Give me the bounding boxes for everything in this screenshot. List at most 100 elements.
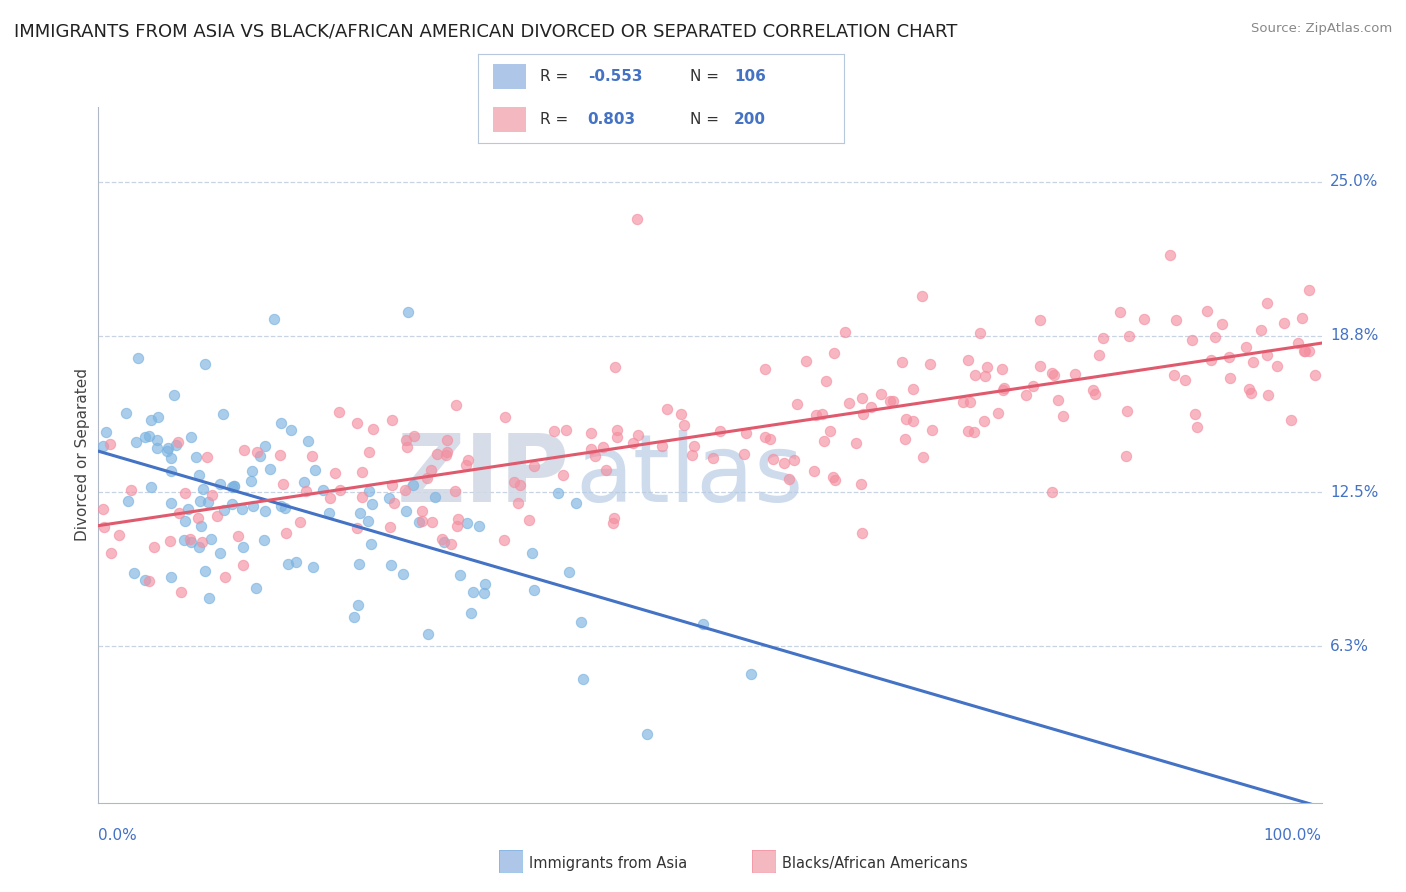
Point: [1029, 359, 1052, 374]
Point: [702, 451, 724, 466]
Point: [233, 442, 256, 457]
Point: [1292, 343, 1315, 358]
Point: [1174, 373, 1197, 387]
Point: [253, 533, 276, 548]
Point: [456, 458, 478, 473]
Point: [134, 574, 156, 588]
Point: [579, 425, 602, 440]
Point: [430, 532, 453, 546]
Point: [205, 508, 228, 523]
Text: 0.0%: 0.0%: [98, 828, 138, 843]
Point: [1281, 412, 1303, 426]
Point: [295, 483, 318, 498]
Point: [318, 506, 340, 520]
Point: [673, 418, 696, 433]
Point: [852, 407, 875, 421]
Point: [139, 413, 162, 427]
Point: [583, 449, 606, 463]
Point: [494, 410, 516, 425]
Point: [952, 395, 974, 409]
Point: [959, 395, 981, 409]
Point: [122, 566, 145, 581]
Point: [1257, 388, 1279, 402]
Point: [956, 425, 979, 439]
Point: [572, 672, 595, 686]
Point: [232, 558, 254, 572]
Point: [277, 557, 299, 571]
Point: [1109, 305, 1132, 319]
Point: [565, 496, 588, 510]
Point: [818, 424, 841, 438]
Point: [380, 520, 402, 534]
Point: [173, 514, 195, 528]
Point: [602, 510, 624, 524]
Point: [274, 526, 297, 541]
Point: [778, 472, 800, 486]
Point: [974, 368, 997, 383]
Point: [292, 475, 315, 489]
Point: [274, 501, 297, 516]
Point: [1240, 386, 1263, 401]
Point: [91, 439, 114, 453]
Point: [426, 447, 449, 461]
Point: [1163, 368, 1185, 383]
Text: ZIP: ZIP: [396, 430, 569, 522]
Point: [100, 437, 122, 451]
Point: [329, 483, 352, 497]
Point: [1064, 367, 1087, 381]
Point: [901, 382, 924, 396]
Point: [859, 400, 882, 414]
Point: [1022, 379, 1045, 393]
Point: [811, 407, 834, 421]
Point: [180, 535, 202, 549]
Point: [523, 582, 546, 597]
Point: [200, 532, 222, 546]
Point: [190, 518, 212, 533]
Point: [456, 516, 478, 530]
Text: N =: N =: [690, 112, 724, 127]
Point: [783, 452, 806, 467]
Point: [394, 483, 416, 497]
Point: [302, 560, 325, 574]
Point: [280, 424, 302, 438]
Point: [891, 355, 914, 369]
Point: [263, 312, 285, 326]
Point: [444, 484, 467, 499]
Point: [758, 432, 780, 446]
Point: [920, 357, 942, 371]
Point: [159, 534, 181, 549]
Point: [191, 535, 214, 549]
Point: [142, 540, 165, 554]
Point: [1042, 368, 1064, 383]
FancyBboxPatch shape: [492, 107, 526, 132]
Point: [468, 519, 491, 533]
Point: [823, 346, 845, 360]
Point: [416, 627, 439, 641]
Point: [170, 585, 193, 599]
Point: [991, 383, 1014, 397]
Point: [1116, 403, 1139, 417]
Text: 100.0%: 100.0%: [1264, 828, 1322, 843]
Point: [271, 477, 294, 491]
Point: [602, 516, 624, 530]
Point: [270, 417, 292, 431]
Point: [377, 491, 399, 505]
Point: [360, 497, 382, 511]
Point: [509, 478, 531, 492]
Point: [1236, 340, 1258, 354]
Point: [179, 532, 201, 546]
Point: [956, 353, 979, 368]
Point: [558, 566, 581, 580]
Point: [408, 515, 430, 529]
Point: [117, 494, 139, 508]
Point: [222, 479, 245, 493]
Point: [156, 442, 179, 456]
Point: [191, 482, 214, 496]
Point: [288, 515, 311, 529]
Point: [1184, 408, 1206, 422]
Point: [246, 445, 269, 459]
Point: [1046, 392, 1069, 407]
Point: [226, 529, 249, 543]
Point: [1159, 248, 1181, 262]
Point: [595, 463, 617, 477]
